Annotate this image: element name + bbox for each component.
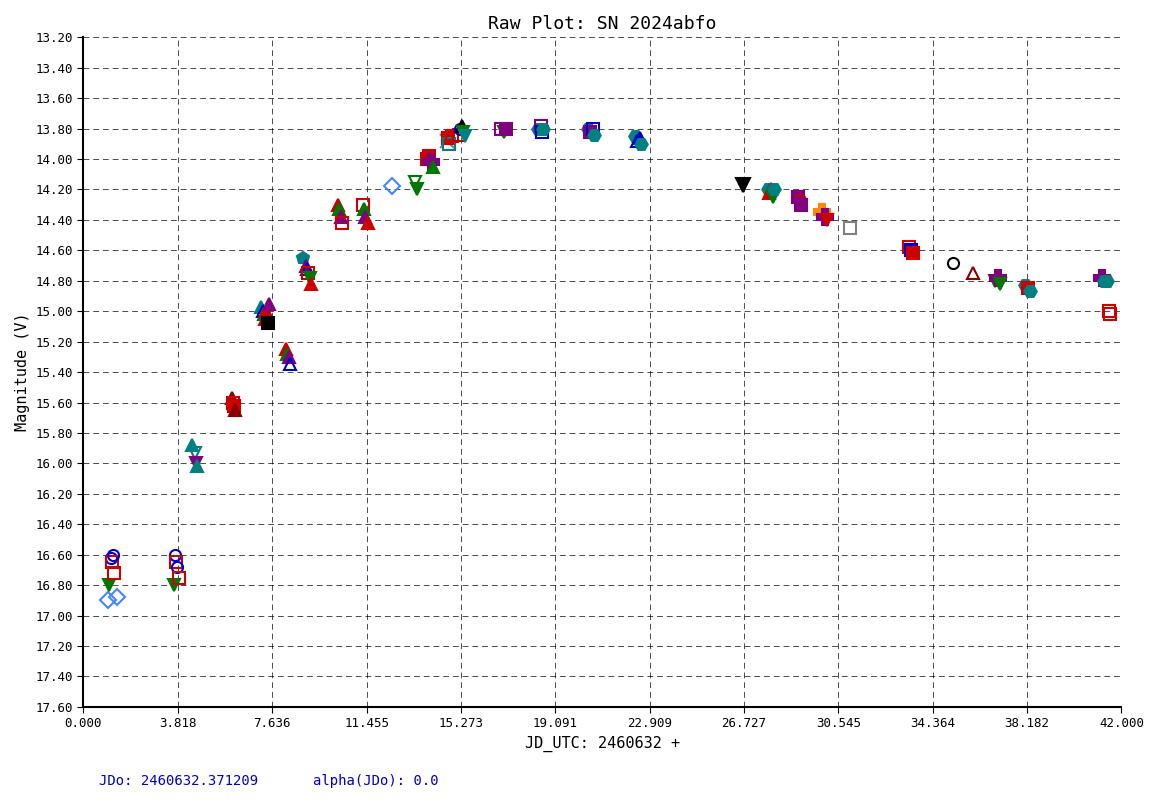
Y-axis label: Magnitude (V): Magnitude (V) (15, 312, 30, 431)
Text: JDo: 2460632.371209: JDo: 2460632.371209 (99, 773, 257, 788)
X-axis label: JD_UTC: 2460632 +: JD_UTC: 2460632 + (525, 736, 680, 752)
Title: Raw Plot: SN 2024abfo: Raw Plot: SN 2024abfo (488, 15, 716, 33)
Text: alpha(JDo): 0.0: alpha(JDo): 0.0 (313, 773, 438, 788)
